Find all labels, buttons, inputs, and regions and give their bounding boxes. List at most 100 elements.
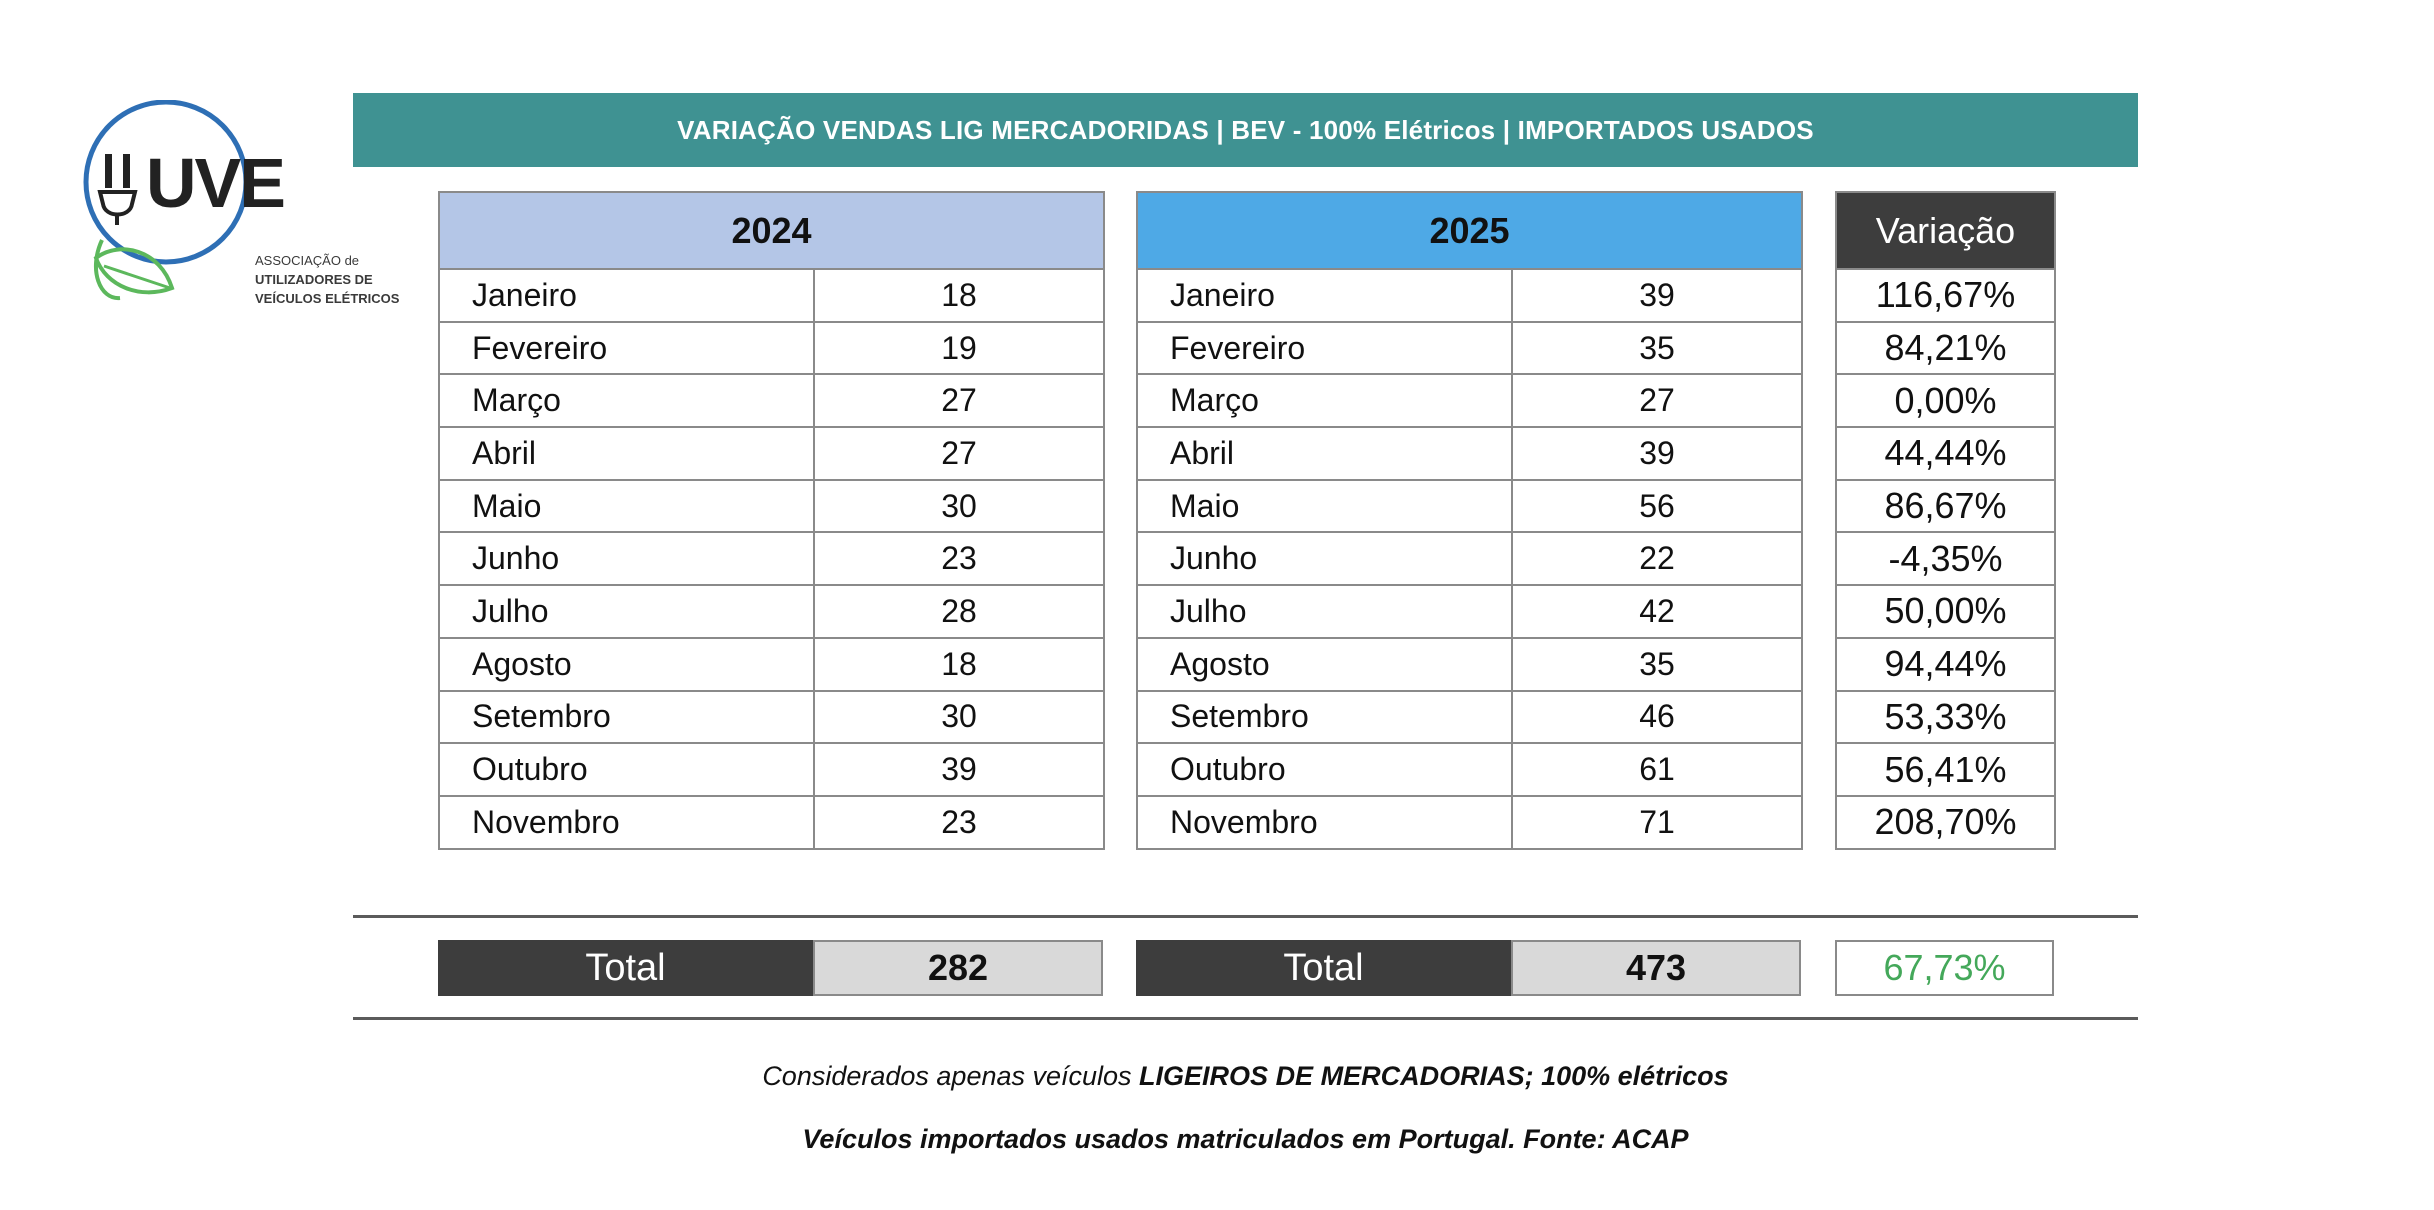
row-2024-row: Agosto 18 (438, 636, 1105, 692)
table-variation: Variação 116,67% 84,21% 0,00% 44,44% 86,67% -… (1835, 191, 2056, 850)
variation-cell: 53,33% (1835, 689, 2056, 745)
variation-cell: 94,44% (1835, 636, 2056, 692)
row-2024-month-cell: Julho (438, 584, 815, 639)
row-2024-month-cell: Fevereiro (438, 320, 815, 376)
row-2024-row: Junho 23 (438, 531, 1105, 587)
row-2025-value-cell: 39 (1511, 268, 1803, 323)
title-bar: VARIAÇÃO VENDAS LIG MERCADORIDAS | BEV -… (353, 93, 2138, 167)
variation-cell: 0,00% (1835, 373, 2056, 429)
total-2024: Total 282 (438, 940, 1103, 996)
row-2025-row: Janeiro 39 (1136, 268, 1803, 323)
row-2025-row: Outubro 61 (1136, 742, 1803, 797)
row-2024-month-cell: Agosto (438, 636, 815, 692)
variation-cell: 44,44% (1835, 426, 2056, 481)
row-2025-row: Setembro 46 (1136, 689, 1803, 745)
row-2025-month-cell: Junho (1136, 531, 1513, 587)
row-2025-value-cell: 56 (1511, 478, 1803, 534)
header-2025: 2025 (1136, 191, 1803, 270)
row-2024-value-cell: 28 (813, 584, 1105, 639)
row-2025-month-cell: Julho (1136, 584, 1513, 639)
row-2024-row: Setembro 30 (438, 689, 1105, 745)
row-2024-row: Maio 30 (438, 478, 1105, 534)
row-2024-value-cell: 19 (813, 320, 1105, 376)
row-2025-month-cell: Agosto (1136, 636, 1513, 692)
variation-cell: 84,21% (1835, 320, 2056, 376)
row-2025-value-cell: 42 (1511, 584, 1803, 639)
logo-line-2: UTILIZADORES DE (255, 272, 373, 287)
row-2025-month-cell: Novembro (1136, 794, 1513, 850)
row-2025-value-cell: 35 (1511, 636, 1803, 692)
total-2024-label: Total (438, 940, 813, 996)
variation-cell: 56,41% (1835, 742, 2056, 797)
note-considerados: Considerados apenas veículos LIGEIROS DE… (353, 1061, 2138, 1092)
header-variation: Variação (1835, 191, 2056, 270)
header-2024: 2024 (438, 191, 1105, 270)
row-2025-row: Março 27 (1136, 373, 1803, 429)
row-2025-month-cell: Outubro (1136, 742, 1513, 797)
row-2024-row: Março 27 (438, 373, 1105, 429)
row-2025-value-cell: 35 (1511, 320, 1803, 376)
variation-row: 0,00% (1835, 373, 2056, 429)
variation-row: 50,00% (1835, 584, 2056, 639)
row-2025-month-cell: Março (1136, 373, 1513, 429)
logo-wordmark: UVE (146, 144, 286, 222)
total-2025-label: Total (1136, 940, 1511, 996)
row-2024-value-cell: 23 (813, 794, 1105, 850)
row-2025-row: Maio 56 (1136, 478, 1803, 534)
variation-cell: 50,00% (1835, 584, 2056, 639)
total-variation: 67,73% (1835, 940, 2054, 996)
row-2024-value-cell: 18 (813, 268, 1105, 323)
variation-row: 208,70% (1835, 794, 2056, 850)
uve-logo: UVE ASSOCIAÇÃO de UTILIZADORES DE VEÍCUL… (80, 99, 399, 340)
total-2025: Total 473 (1136, 940, 1801, 996)
row-2025-row: Novembro 71 (1136, 794, 1803, 850)
row-2025-row: Julho 42 (1136, 584, 1803, 639)
note-source: Veículos importados usados matriculados … (802, 1124, 1689, 1154)
row-2024-row: Abril 27 (438, 426, 1105, 481)
total-2024-value: 282 (813, 940, 1103, 996)
row-2025-value-cell: 27 (1511, 373, 1803, 429)
logo-line-3: VEÍCULOS ELÉTRICOS (255, 291, 400, 306)
variation-cell: 86,67% (1835, 478, 2056, 534)
row-2024-row: Fevereiro 19 (438, 320, 1105, 376)
row-2024-month-cell: Abril (438, 426, 815, 481)
row-2025-value-cell: 22 (1511, 531, 1803, 587)
row-2025-row: Abril 39 (1136, 426, 1803, 481)
row-2024-month-cell: Outubro (438, 742, 815, 797)
row-2025-row: Fevereiro 35 (1136, 320, 1803, 376)
table-2024: 2024 Janeiro 18 Fevereiro 19 Março 27 Abril 27 M… (438, 191, 1105, 850)
table-2025: 2025 Janeiro 39 Fevereiro 35 Março 27 Abril 39 M… (1136, 191, 1803, 850)
uve-logo-icon (83, 99, 249, 301)
variation-row: 44,44% (1835, 426, 2056, 481)
variation-row: 53,33% (1835, 689, 2056, 745)
row-2025-month-cell: Janeiro (1136, 268, 1513, 323)
row-2024-value-cell: 27 (813, 373, 1105, 429)
row-2025-month-cell: Setembro (1136, 689, 1513, 745)
row-2025-value-cell: 61 (1511, 742, 1803, 797)
row-2025-value-cell: 71 (1511, 794, 1803, 850)
row-2024-month-cell: Maio (438, 478, 815, 534)
row-2024-value-cell: 30 (813, 689, 1105, 745)
row-2025-value-cell: 46 (1511, 689, 1803, 745)
variation-row: 116,67% (1835, 268, 2056, 323)
row-2024-value-cell: 27 (813, 426, 1105, 481)
row-2024-month-cell: Março (438, 373, 815, 429)
row-2024-row: Novembro 23 (438, 794, 1105, 850)
separator-bottom (353, 1017, 2138, 1020)
row-2024-month-cell: Setembro (438, 689, 815, 745)
logo-line-1: ASSOCIAÇÃO de (255, 253, 360, 268)
row-2025-row: Agosto 35 (1136, 636, 1803, 692)
row-2024-row: Janeiro 18 (438, 268, 1105, 323)
row-2025-value-cell: 39 (1511, 426, 1803, 481)
row-2024-value-cell: 23 (813, 531, 1105, 587)
note-considerados-prefix: Considerados apenas veículos (762, 1061, 1140, 1091)
row-2025-row: Junho 22 (1136, 531, 1803, 587)
variation-cell: 116,67% (1835, 268, 2056, 323)
variation-cell: -4,35% (1835, 531, 2056, 587)
row-2024-row: Julho 28 (438, 584, 1105, 639)
variation-row: 86,67% (1835, 478, 2056, 534)
row-2024-month-cell: Junho (438, 531, 815, 587)
variation-row: -4,35% (1835, 531, 2056, 587)
row-2024-value-cell: 39 (813, 742, 1105, 797)
row-2025-month-cell: Abril (1136, 426, 1513, 481)
